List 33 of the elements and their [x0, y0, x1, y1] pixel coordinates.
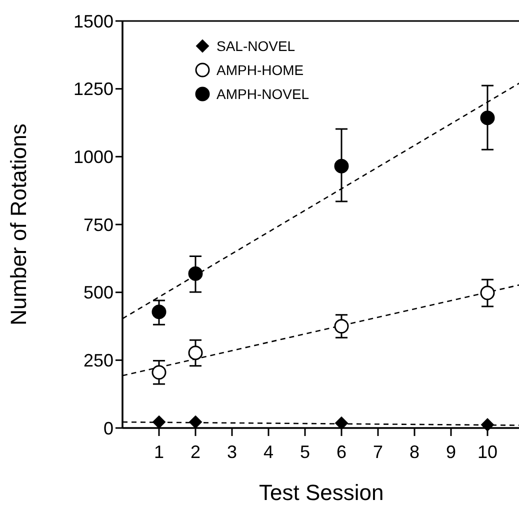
- point: [152, 365, 166, 380]
- point: [334, 319, 349, 334]
- legend-label: AMPH-HOME: [216, 62, 304, 78]
- legend-label: SAL-NOVEL: [216, 38, 296, 54]
- point: [152, 304, 166, 320]
- y-tick-label: 1250: [73, 79, 114, 100]
- x-tick-label: 6: [336, 442, 347, 462]
- point: [189, 416, 202, 429]
- x-tick-label: 9: [446, 442, 456, 462]
- x-tick-label: 3: [226, 442, 238, 462]
- x-tick-label: 7: [372, 442, 384, 462]
- y-tick-label: 1000: [73, 146, 114, 167]
- point: [335, 416, 348, 430]
- x-tick-label: 8: [409, 442, 420, 462]
- y-tick-label: 500: [83, 282, 114, 303]
- x-tick-label: 5: [300, 442, 310, 462]
- y-axis-title: Number of Rotations: [6, 124, 31, 326]
- x-tick-label: 4: [263, 442, 274, 462]
- legend-label: AMPH-NOVEL: [216, 86, 310, 102]
- y-tick-label: 250: [83, 350, 114, 370]
- point: [480, 286, 495, 300]
- point: [188, 346, 203, 360]
- point: [480, 110, 495, 126]
- y-tick-label: 0: [103, 418, 114, 438]
- y-tick-label: 1500: [73, 11, 114, 32]
- x-tick-label: 10: [477, 442, 498, 462]
- x-tick-label: 1: [154, 442, 164, 462]
- point: [152, 416, 166, 429]
- x-tick-label: 2: [190, 442, 201, 462]
- y-tick-label: 750: [83, 214, 114, 235]
- x-axis-title: Test Session: [259, 480, 384, 505]
- point: [334, 158, 349, 174]
- point: [188, 266, 203, 281]
